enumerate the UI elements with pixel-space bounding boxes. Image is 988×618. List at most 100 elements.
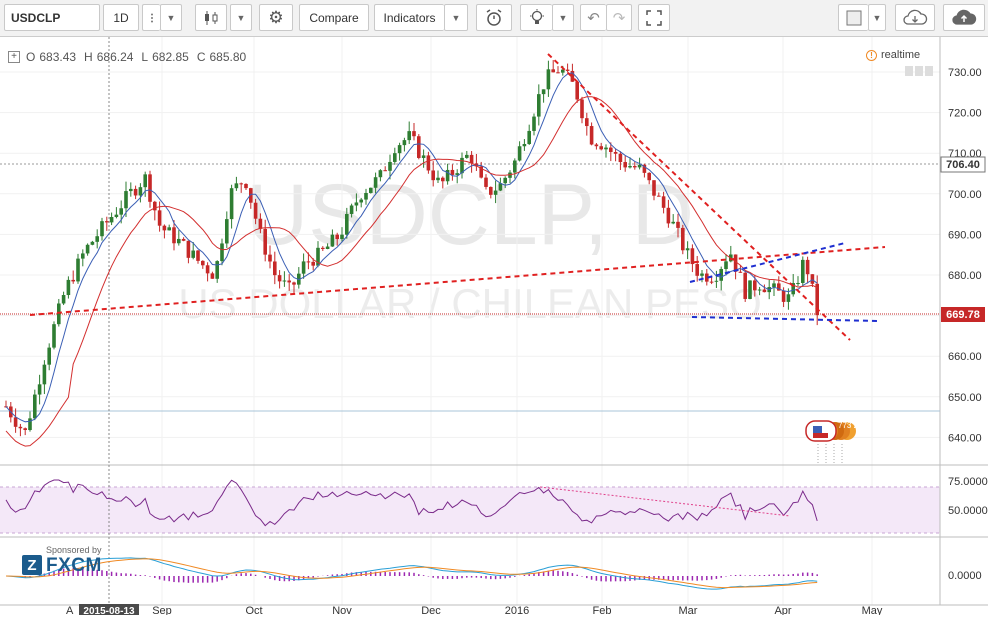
candle-body: [599, 146, 603, 150]
candle-body: [369, 187, 373, 193]
sma-fast-line: [5, 72, 818, 423]
candle-body: [196, 250, 200, 261]
candle-body: [373, 177, 378, 188]
candle-body: [52, 324, 56, 348]
layout-button[interactable]: [838, 4, 868, 31]
time-tick: Nov: [332, 605, 352, 615]
symbol-input[interactable]: USDCLP: [4, 4, 100, 31]
candle-body: [709, 281, 714, 283]
ideas-dropdown[interactable]: ▼: [552, 4, 574, 31]
candle-body: [647, 172, 651, 181]
rsi-band: [0, 487, 940, 533]
save-chart-button[interactable]: [943, 4, 985, 31]
candle-body: [181, 238, 186, 241]
sponsor-logo[interactable]: Sponsored by Z FXCM: [22, 545, 132, 577]
plus-icon[interactable]: +: [8, 51, 20, 63]
indicators-button[interactable]: Indicators: [374, 4, 444, 31]
candle-body: [661, 196, 666, 208]
candle-body: [479, 166, 483, 178]
candle-body: [311, 261, 315, 266]
candle-body: [541, 89, 546, 95]
candle-body: [748, 280, 752, 299]
candle-body: [517, 146, 522, 161]
candle-body: [561, 69, 565, 73]
economic-event-badge[interactable]: 773 2213: [805, 420, 872, 464]
candle-body: [508, 172, 512, 178]
close-key: C: [196, 50, 206, 64]
candle-body: [239, 183, 243, 185]
candle-body: [177, 238, 181, 244]
candle-body: [537, 94, 541, 117]
candle-body: [220, 243, 224, 262]
indicators-dropdown[interactable]: ▼: [444, 4, 468, 31]
candle-body: [556, 72, 560, 74]
candle-body: [594, 144, 599, 147]
candle-body: [733, 254, 738, 272]
vertical-dots-icon: [150, 13, 153, 22]
candle-body: [441, 177, 445, 182]
candle-body: [23, 428, 27, 431]
chart-style-button[interactable]: [195, 4, 227, 31]
price-tick: 650.00: [948, 392, 982, 404]
candle-body: [431, 170, 435, 181]
candle-body: [455, 173, 459, 175]
candle-body: [522, 143, 527, 147]
candle-body: [657, 195, 661, 197]
candle-body: [484, 177, 488, 187]
candle-body: [359, 199, 363, 203]
price-chart[interactable]: USDCLP, D US DOLLAR / CHILEAN PESO 730.0…: [0, 37, 988, 618]
price-tick: 660.00: [948, 351, 982, 363]
candle-body: [407, 131, 411, 141]
square-icon: [846, 10, 861, 25]
layout-dropdown[interactable]: ▼: [868, 4, 886, 31]
candle-body: [565, 69, 570, 71]
watermark-symbol: USDCLP, D: [246, 167, 694, 263]
candle-body: [258, 218, 263, 229]
undo-button[interactable]: ↶: [580, 4, 606, 31]
rsi-line: [5, 479, 818, 527]
candle-body: [753, 280, 757, 291]
candle-body: [292, 282, 296, 285]
candle-body: [460, 157, 464, 174]
chart-area[interactable]: USDCLP, D US DOLLAR / CHILEAN PESO 730.0…: [0, 37, 988, 618]
candle-body: [705, 273, 709, 282]
settings-button[interactable]: ⚙: [259, 4, 293, 31]
candle-body: [225, 219, 229, 244]
candle-body: [781, 290, 786, 302]
close-value: 685.80: [209, 50, 247, 64]
candle-body: [167, 227, 171, 231]
candle-body: [186, 240, 191, 258]
ideas-button[interactable]: [520, 4, 552, 31]
interval-button[interactable]: 1D: [103, 4, 139, 31]
interval-more-button[interactable]: [142, 4, 160, 31]
candle-body: [349, 205, 354, 214]
candle-body: [604, 147, 608, 150]
redo-button[interactable]: ↷: [606, 4, 632, 31]
chart-style-dropdown[interactable]: ▼: [230, 4, 252, 31]
fullscreen-button[interactable]: [638, 4, 670, 31]
candle-body: [201, 260, 205, 266]
redo-icon: ↷: [612, 9, 626, 27]
alert-button[interactable]: [476, 4, 512, 31]
candle-body: [100, 221, 104, 237]
time-axis[interactable]: Sep Oct Nov Dec 2016 Feb Mar Apr May: [152, 605, 883, 617]
candle-body: [85, 244, 90, 254]
candle-body: [13, 417, 18, 427]
load-chart-button[interactable]: [895, 4, 935, 31]
candle-body: [700, 273, 704, 276]
interval-dropdown[interactable]: ▼: [160, 4, 182, 31]
price-axis[interactable]: 730.00720.00710.00700.00690.00680.00670.…: [948, 67, 982, 444]
candle-body: [637, 164, 642, 168]
top-toolbar: USDCLP 1D ▼ ▼ ⚙ Compare Indicators ▼ ▼ ↶…: [0, 0, 988, 37]
candle-body: [148, 174, 152, 202]
candle-body: [57, 303, 61, 325]
compare-button[interactable]: Compare: [299, 4, 369, 31]
candle-body: [777, 283, 781, 291]
candle-body: [498, 183, 503, 191]
candle-body: [589, 126, 594, 145]
candle-body: [210, 273, 215, 279]
low-value: 682.85: [152, 50, 189, 64]
candle-body: [345, 213, 349, 235]
candle-body: [465, 154, 469, 158]
rsi-tick-50: 50.0000: [948, 505, 988, 517]
